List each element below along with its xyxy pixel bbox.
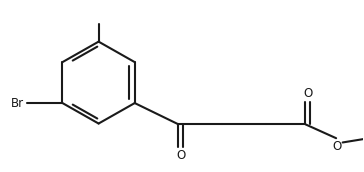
Text: Br: Br [11, 96, 24, 110]
Text: O: O [176, 149, 185, 162]
Text: O: O [332, 140, 341, 153]
Text: O: O [303, 87, 312, 100]
